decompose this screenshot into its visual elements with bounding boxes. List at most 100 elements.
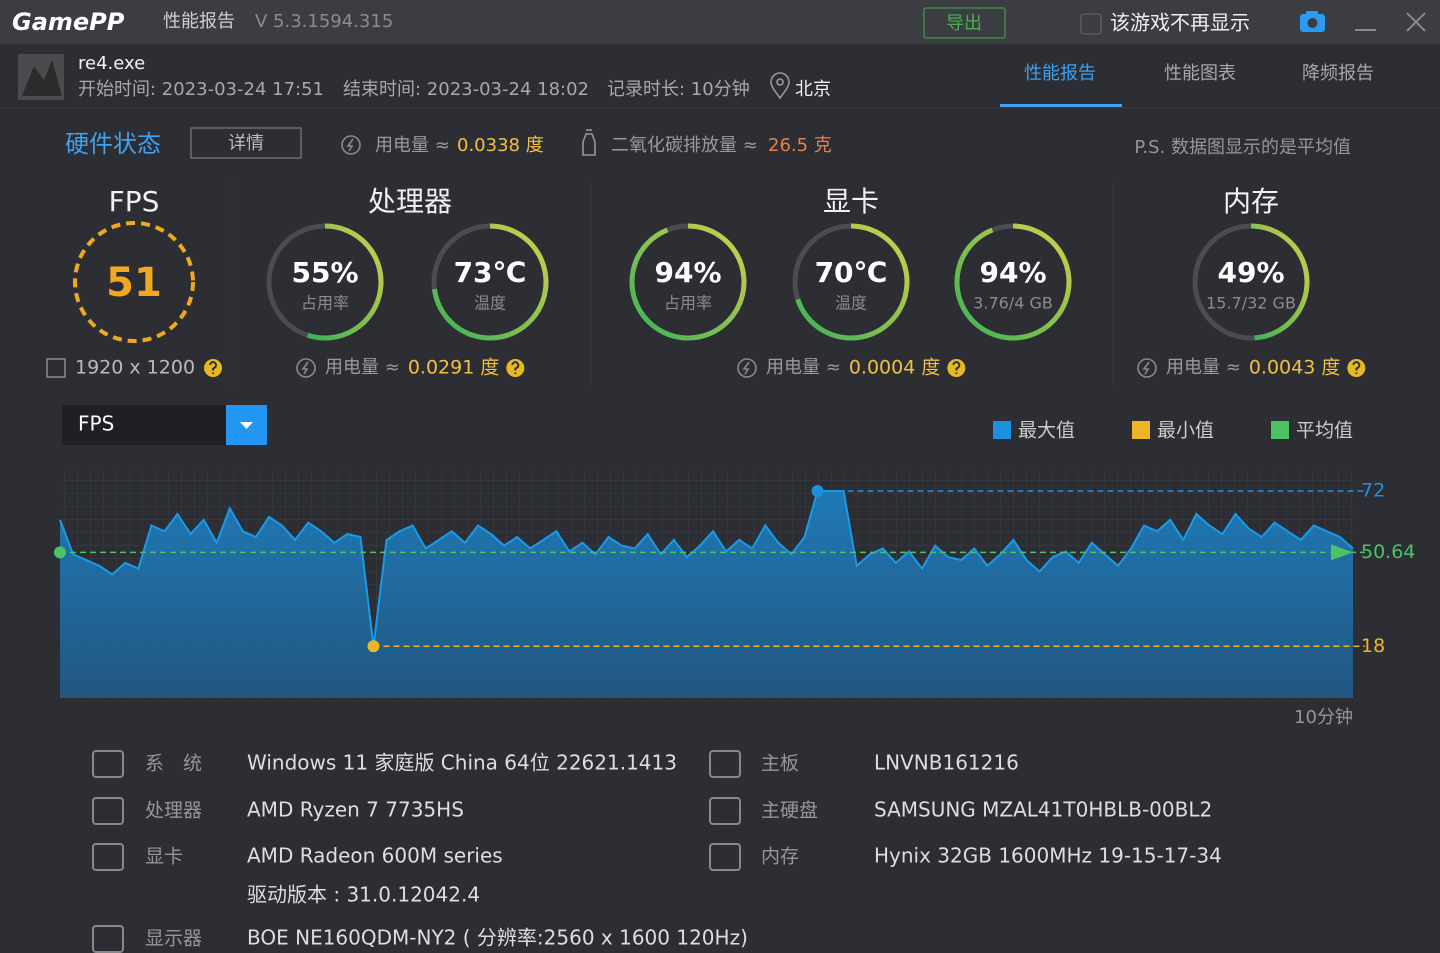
gauge-label: 73℃: [454, 256, 527, 289]
power-label: 用电量 ≈: [1166, 357, 1241, 378]
gauge-sub: 温度: [835, 294, 867, 313]
power-value: 0.0338 度: [457, 135, 544, 156]
panel-title: 处理器: [368, 185, 452, 218]
gauge-label: 94%: [979, 256, 1046, 289]
gauge-sub: 3.76/4 GB: [973, 294, 1053, 313]
details-label[interactable]: 详情: [228, 133, 264, 154]
co2-value: 26.5 克: [768, 135, 832, 156]
spec-icon: [92, 925, 124, 953]
resolution: 1920 x 1200: [75, 357, 195, 379]
power-icon-bolt: [301, 361, 309, 375]
power-label: 用电量 ≈: [375, 135, 450, 156]
dropdown-arrow: [240, 422, 253, 429]
co2-icon: [582, 129, 596, 156]
reference-label: 50.64: [1361, 541, 1415, 563]
spec-value: BOE NE160QDM-NY2 ( 分辨率:2560 x 1600 120Hz…: [247, 926, 748, 950]
spec-value: AMD Ryzen 7 7735HS: [247, 798, 464, 822]
help-icon-mark: [952, 361, 961, 374]
help-icon-mark: [1352, 361, 1361, 374]
gauge-arc: [629, 223, 747, 341]
spec-label: 系 统: [145, 753, 202, 775]
export-button[interactable]: [923, 7, 1006, 39]
help-icon-mark: [511, 361, 520, 374]
spec-icon: [92, 750, 124, 778]
spec-icon: [92, 843, 124, 871]
legend-label: 最大值: [1018, 420, 1075, 442]
help-icon-mark: [209, 361, 217, 374]
resolution-icon: [46, 358, 66, 378]
location-icon: [770, 72, 790, 100]
power-icon: [296, 358, 316, 378]
spec-icon: [709, 843, 741, 871]
power-value: 0.0043 度: [1249, 357, 1341, 379]
dropdown-value[interactable]: FPS: [78, 412, 114, 436]
spec-value: LNVNB161216: [874, 751, 1019, 775]
x-end-label: 10分钟: [1294, 707, 1353, 728]
note: P.S. 数据图显示的是平均值: [1134, 137, 1351, 158]
checkbox-label[interactable]: 该游戏不再显示: [1110, 11, 1250, 35]
gauge-arc: [306, 223, 384, 341]
power-value: 0.0004 度: [849, 357, 941, 379]
gauge-arc: [1250, 223, 1310, 341]
location: 北京: [795, 79, 831, 100]
fps-line: [59, 490, 1354, 647]
start-time: 开始时间: 2023-03-24 17:51: [78, 79, 324, 100]
spec-label: 显示器: [145, 928, 202, 950]
gauge-sub: 15.7/32 GB: [1206, 294, 1296, 313]
legend-label: 平均值: [1296, 420, 1353, 442]
panel-title: FPS: [109, 185, 160, 218]
power-icon-bolt: [742, 361, 750, 375]
power-label: 用电量 ≈: [766, 357, 841, 378]
tab[interactable]: 性能报告: [1024, 63, 1096, 84]
gauge-arc: [795, 223, 910, 341]
gauge-sub: 占用率: [664, 294, 712, 313]
tab-underline: [1000, 104, 1122, 107]
panel-title: 内存: [1223, 185, 1279, 218]
spec-icon: [92, 797, 124, 825]
legend-swatch: [1271, 421, 1289, 439]
power-icon-bolt: [1142, 361, 1150, 375]
spec-extra: 驱动版本 : 31.0.12042.4: [247, 883, 480, 907]
spec-value: Windows 11 家庭版 China 64位 22621.1413: [247, 751, 677, 775]
export-label[interactable]: 导出: [946, 13, 982, 34]
fps-value: 51: [106, 260, 162, 306]
spec-label: 主板: [761, 753, 799, 775]
details-button[interactable]: [190, 127, 302, 159]
reference-arrow: [1331, 544, 1353, 561]
title-bar: [0, 0, 1440, 44]
end-time: 结束时间: 2023-03-24 18:02: [343, 79, 589, 100]
gauge-sub: 占用率: [301, 294, 349, 313]
fps-area: [60, 491, 1353, 698]
legend-swatch: [993, 421, 1011, 439]
page-name: 性能报告: [163, 11, 235, 32]
co2-label: 二氧化碳排放量 ≈: [611, 135, 758, 156]
power-icon: [341, 135, 361, 155]
fps-gauge: [73, 221, 195, 343]
logo: GamePP: [12, 8, 125, 36]
reference-point: [367, 640, 380, 653]
camera-icon[interactable]: [1300, 11, 1325, 32]
gauge-arc: [431, 223, 549, 341]
spec-label: 显卡: [145, 846, 183, 868]
duration: 记录时长: 10分钟: [607, 79, 750, 100]
legend-swatch: [1132, 421, 1150, 439]
checkbox[interactable]: [1080, 13, 1102, 35]
spec-value: Hynix 32GB 1600MHz 19-15-17-34: [874, 844, 1222, 868]
power-icon: [737, 358, 757, 378]
legend-label: 最小值: [1157, 420, 1214, 442]
spec-label: 处理器: [145, 800, 202, 822]
reference-point: [811, 485, 824, 497]
gauge-sub: 温度: [474, 294, 506, 313]
spec-value: AMD Radeon 600M series: [247, 844, 503, 868]
tab[interactable]: 降频报告: [1302, 63, 1374, 84]
tab[interactable]: 性能图表: [1164, 63, 1236, 84]
spec-icon: [709, 750, 741, 778]
close[interactable]: [1406, 12, 1426, 32]
power-icon-bolt: [346, 138, 354, 152]
game-icon-art: [22, 60, 62, 96]
reference-label: 72: [1361, 480, 1385, 502]
spec-label: 内存: [761, 846, 799, 868]
spec-icon: [709, 797, 741, 825]
